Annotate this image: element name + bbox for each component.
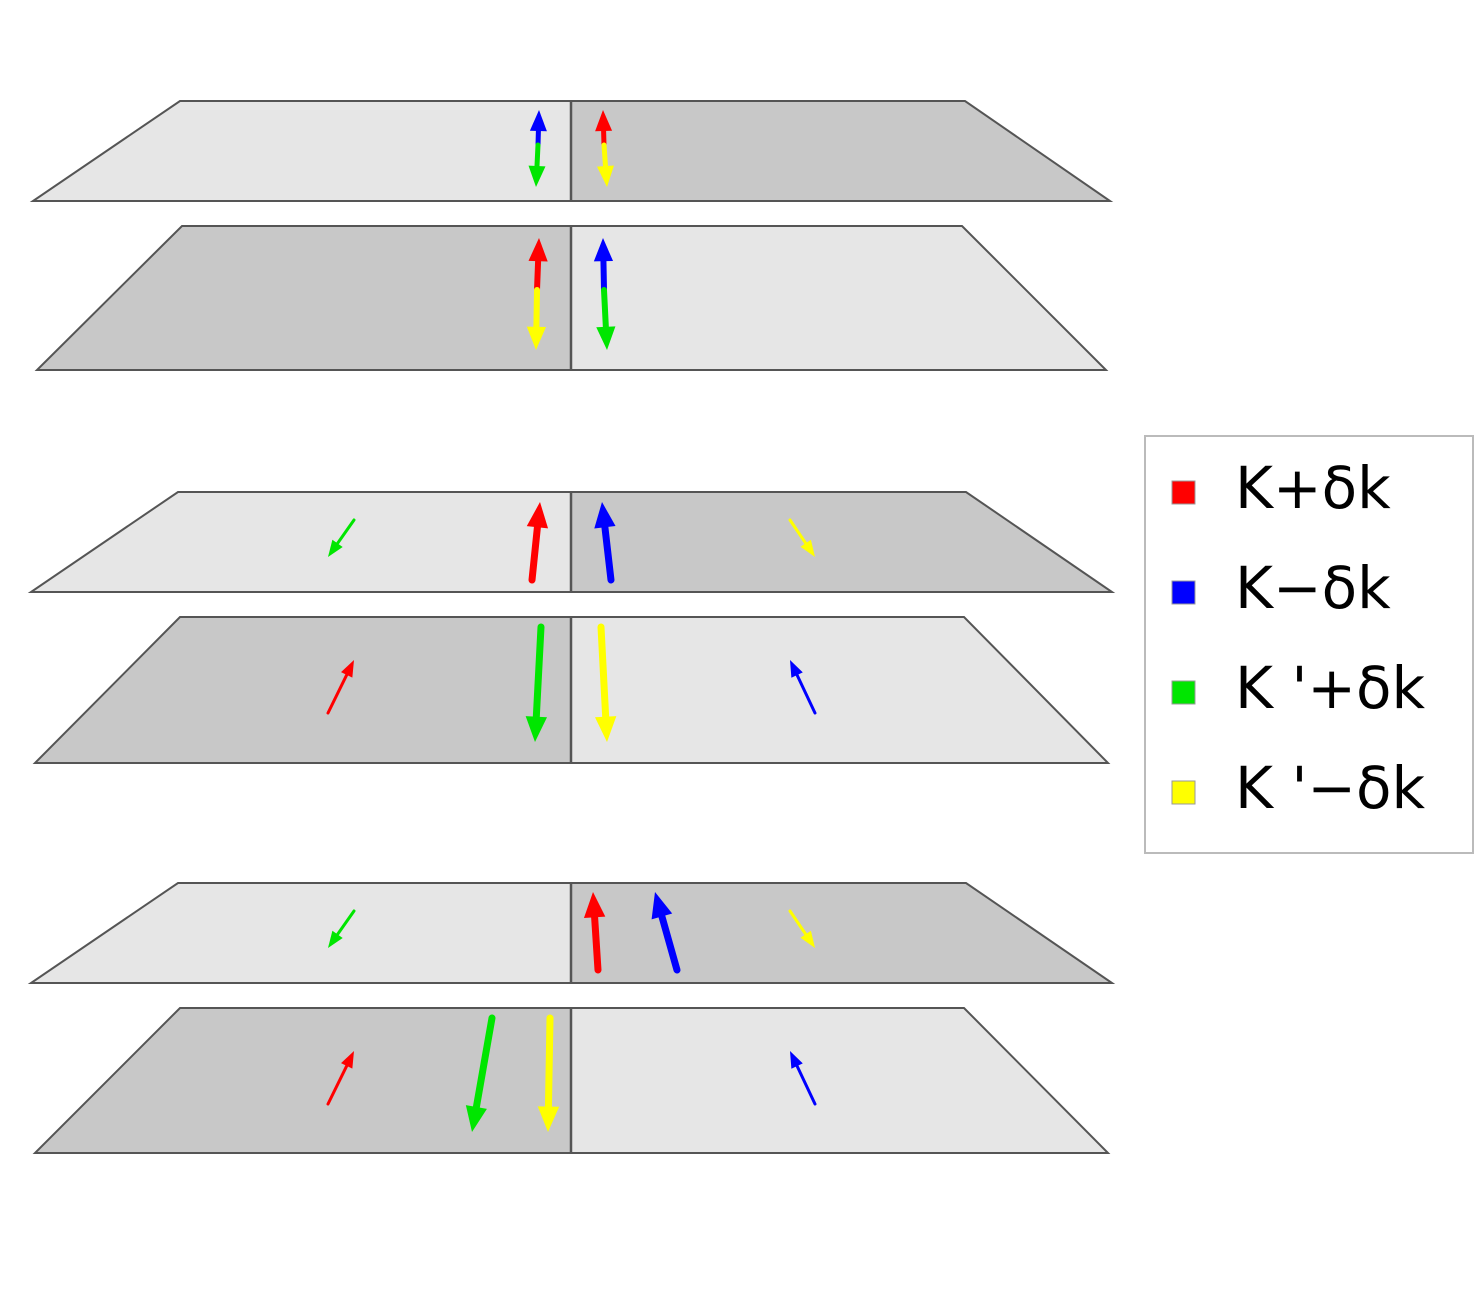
arrow-shaft (548, 1018, 550, 1107)
legend-label: K '−δk (1235, 754, 1425, 822)
legend-swatch (1172, 481, 1195, 504)
legend-swatch (1172, 681, 1195, 704)
arrow-shaft (603, 261, 604, 290)
plate-half (571, 101, 1110, 201)
arrow-shaft (536, 627, 541, 717)
arrow-shaft (601, 627, 606, 717)
legend: K+δk K−δk K '+δk K '−δk (1145, 436, 1473, 853)
plate-half (31, 883, 571, 983)
plate-half (571, 1008, 1108, 1153)
legend-label: K+δk (1235, 454, 1391, 522)
arrow-shaft (537, 145, 538, 166)
arrow-shaft (604, 290, 606, 327)
plate-half (571, 226, 1106, 370)
plates (31, 101, 1112, 1153)
plate-half (35, 617, 571, 763)
plate-half (31, 492, 571, 592)
arrow-shaft (536, 290, 537, 327)
plate-half (33, 101, 571, 201)
legend-swatch (1172, 581, 1195, 604)
arrow-shaft (604, 145, 606, 166)
legend-swatch (1172, 781, 1195, 804)
plate-half (571, 492, 1112, 592)
plate-half (571, 617, 1108, 763)
plate-half (571, 883, 1112, 983)
arrow-shaft (595, 917, 598, 970)
arrow-shaft (537, 261, 538, 290)
plate-half (37, 226, 571, 370)
legend-label: K−δk (1235, 554, 1391, 622)
legend-label: K '+δk (1235, 654, 1425, 722)
